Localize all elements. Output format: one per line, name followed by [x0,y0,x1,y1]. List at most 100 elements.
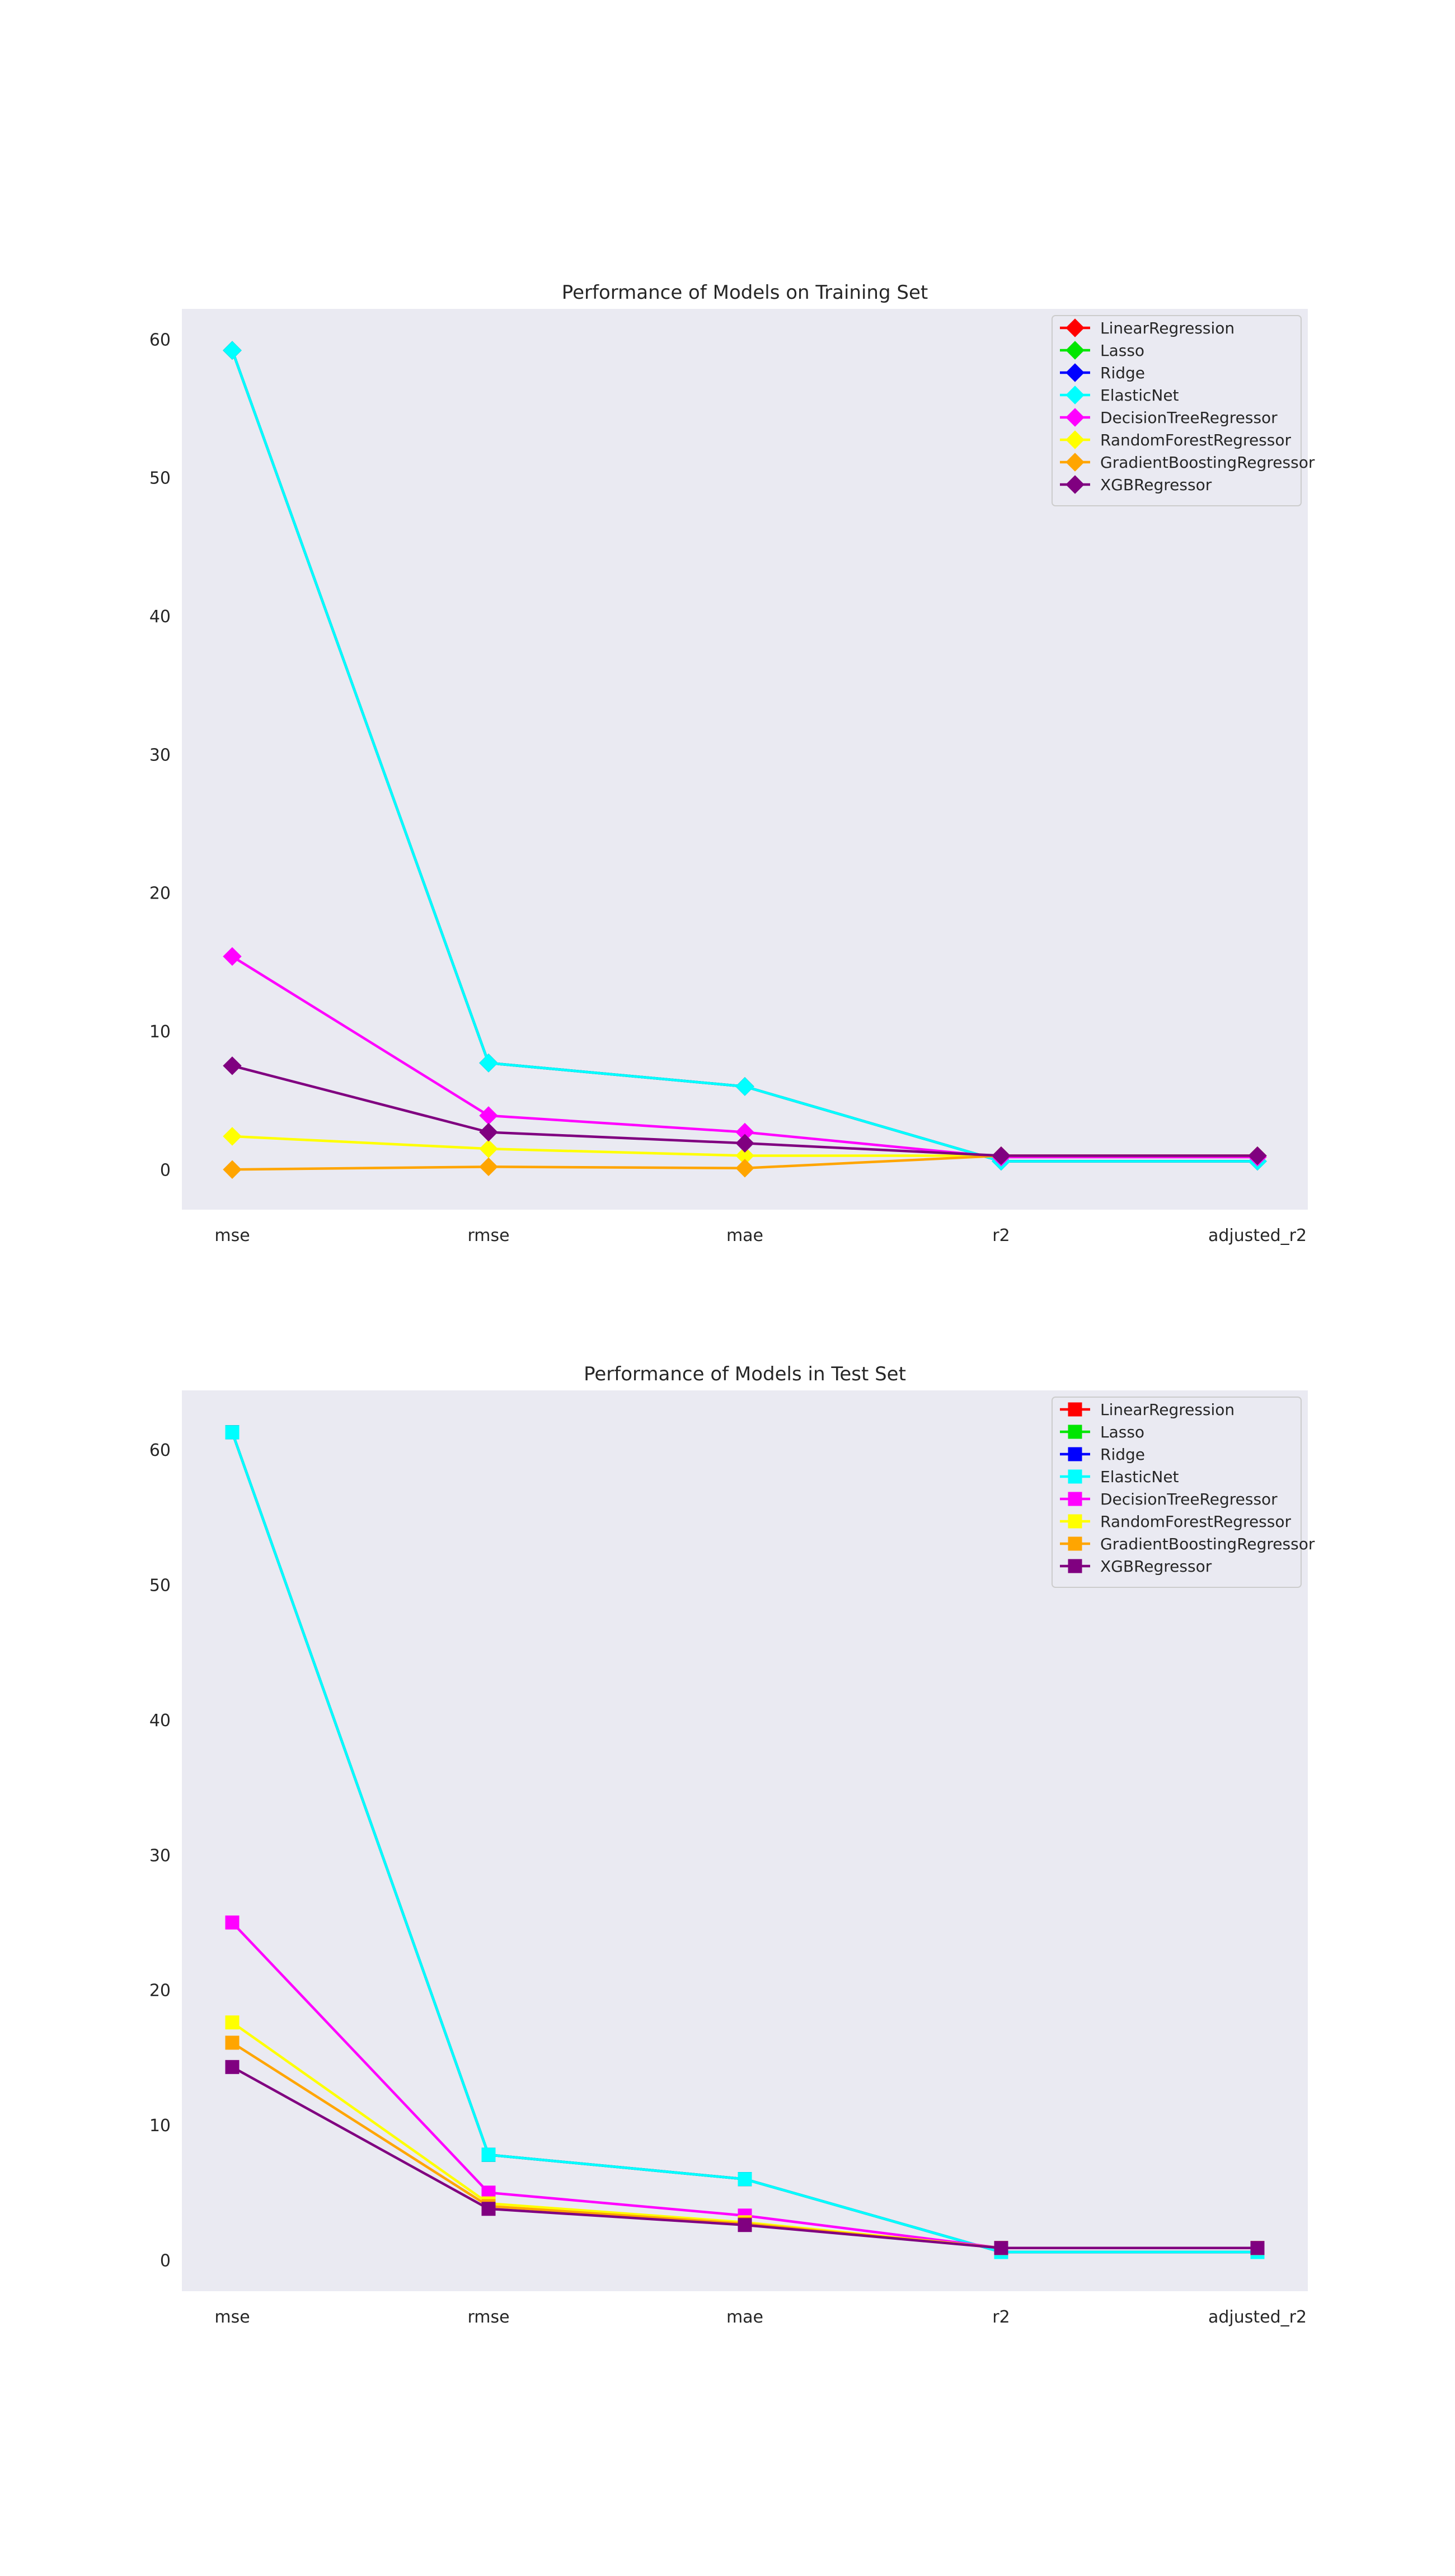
series-elasticnet [223,341,1267,1171]
data-point [225,1425,240,1440]
x-tick-label: mae [726,2307,763,2327]
data-point [479,1054,498,1073]
y-tick-label: 10 [149,1022,171,1042]
legend-item: DecisionTreeRegressor [1060,408,1278,427]
series-xgbregressor [225,2060,1265,2255]
data-point [223,1127,242,1146]
y-tick-label: 20 [149,1981,171,2001]
x-tick-label: r2 [992,2307,1010,2327]
x-tick-label: mse [214,1226,250,1245]
legend-marker [1068,1425,1082,1439]
data-point [738,2218,752,2232]
legend-frame [1052,315,1302,506]
legend-label: XGBRegressor [1100,1557,1212,1576]
legend-item: LinearRegression [1060,318,1235,337]
legend-marker [1068,1536,1082,1551]
data-point [738,2172,752,2187]
legend-item: RandomForestRegressor [1060,430,1291,449]
legend-label: Lasso [1100,341,1144,360]
data-point [735,1159,754,1178]
data-point [479,1122,498,1142]
legend-label: Lasso [1100,1423,1144,1441]
legend-item: DecisionTreeRegressor [1060,1490,1278,1508]
y-tick-label: 0 [160,1160,171,1180]
legend-item: GradientBoostingRegressor [1060,453,1315,472]
x-tick-label: mse [214,2307,250,2327]
legend-frame [1052,1397,1302,1588]
data-point [735,1077,754,1096]
y-tick-label: 50 [149,1576,171,1596]
legend-label: ElasticNet [1100,386,1179,405]
data-point [225,2060,240,2074]
legend: LinearRegression Lasso Ridge ElasticNet Deci… [1052,315,1315,506]
y-tick-label: 60 [149,1441,171,1460]
legend-marker [1068,1447,1082,1461]
legend-label: RandomForestRegressor [1100,1512,1291,1531]
legend-item: LinearRegression [1060,1400,1235,1419]
data-point [223,1056,242,1075]
legend-label: LinearRegression [1100,319,1235,337]
legend-marker [1068,1492,1082,1506]
x-tick-label: r2 [992,1226,1010,1245]
y-tick-label: 40 [149,1711,171,1731]
data-point [994,2241,1008,2255]
data-point [225,2036,240,2050]
legend-item: GradientBoostingRegressor [1060,1535,1315,1553]
legend-item: RandomForestRegressor [1060,1512,1291,1531]
legend-label: DecisionTreeRegressor [1100,1490,1278,1508]
y-tick-label: 40 [149,607,171,627]
y-tick-label: 30 [149,745,171,765]
x-tick-label: adjusted_r2 [1208,2307,1307,2327]
legend-marker [1066,453,1085,472]
legend-item: Ridge [1060,363,1145,382]
legend-label: DecisionTreeRegressor [1100,408,1278,427]
legend-marker [1066,430,1085,449]
y-tick-label: 20 [149,884,171,904]
y-tick-label: 60 [149,330,171,350]
y-tick-label: 0 [160,2251,171,2271]
legend-item: Lasso [1060,341,1144,360]
data-point [1248,1146,1267,1165]
x-tick-label: rmse [467,1226,509,1245]
legend-label: XGBRegressor [1100,476,1212,494]
y-tick-label: 30 [149,1846,171,1865]
legend-label: Ridge [1100,364,1145,382]
legend-marker [1066,408,1085,427]
legend-marker [1066,318,1085,337]
legend-marker [1066,363,1085,382]
x-tick-label: adjusted_r2 [1208,1226,1307,1245]
legend-item: XGBRegressor [1060,475,1212,494]
legend-item: Ridge [1060,1445,1145,1464]
data-point [481,2147,496,2162]
legend-item: ElasticNet [1060,386,1179,405]
y-tick-label: 50 [149,469,171,488]
legend-marker [1066,386,1085,405]
data-point [225,1915,240,1930]
legend-label: ElasticNet [1100,1468,1179,1486]
legend-label: LinearRegression [1100,1400,1235,1419]
chart-title: Performance of Models in Test Set [584,1363,906,1385]
legend-item: ElasticNet [1060,1468,1179,1486]
chart-panel-1: Performance of Models on Training Set 0 10… [149,281,1315,1245]
legend-marker [1068,1469,1082,1484]
legend-item: Lasso [1060,1423,1144,1441]
legend-label: GradientBoostingRegressor [1100,453,1315,472]
x-tick-label: mae [726,1226,763,1245]
legend-label: GradientBoostingRegressor [1100,1535,1315,1553]
data-point [223,947,242,966]
legend-marker [1068,1514,1082,1529]
data-point [1250,2241,1265,2255]
data-point [481,2202,496,2216]
y-tick-label: 10 [149,2116,171,2136]
legend-marker [1068,1402,1082,1417]
series-xgbregressor [223,1056,1267,1165]
legend-marker [1066,341,1085,360]
data-point [992,1146,1011,1165]
chart-title: Performance of Models on Training Set [562,281,928,304]
chart-panel-2: Performance of Models in Test Set 0 10 20 30… [149,1363,1315,2327]
data-point [223,341,242,360]
legend-label: Ridge [1100,1445,1145,1464]
data-point [479,1157,498,1177]
